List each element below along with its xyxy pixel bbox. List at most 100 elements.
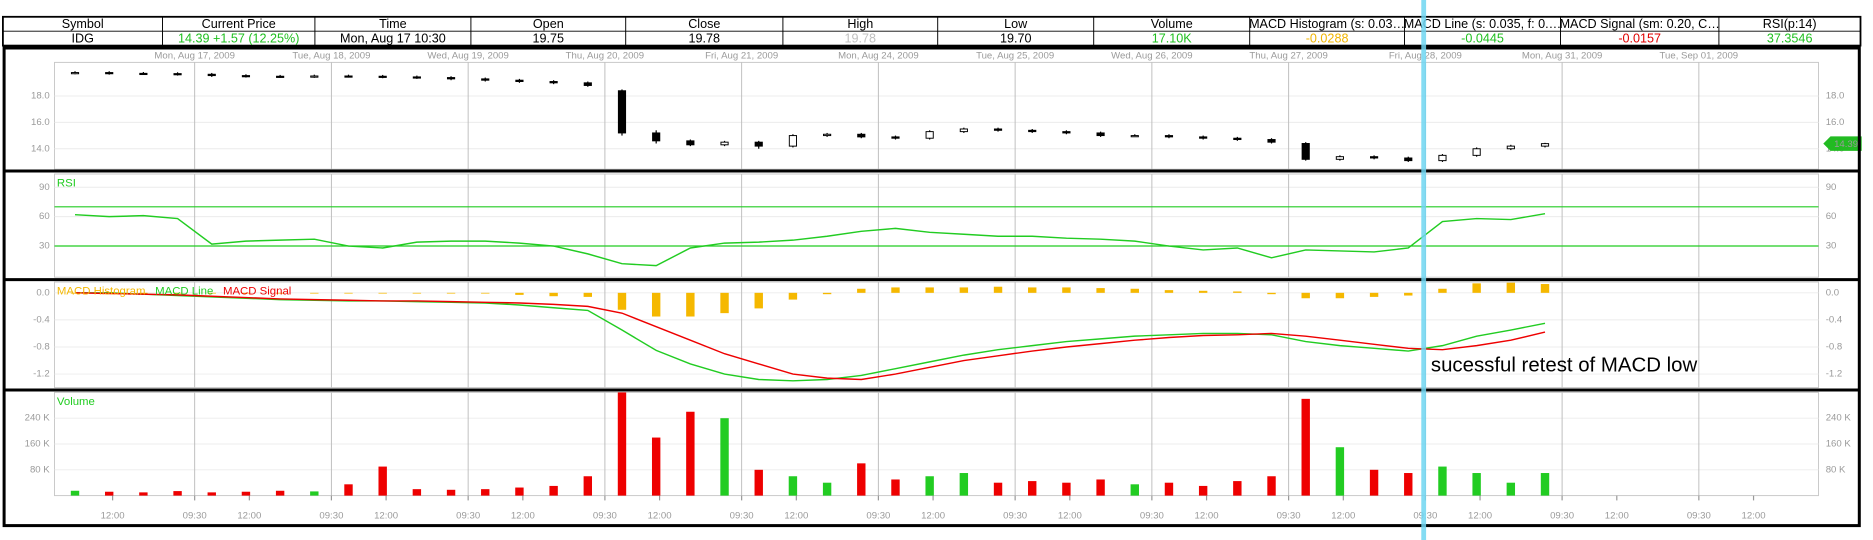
- x-tick-label: Thu, Aug 27, 2009: [1249, 50, 1327, 61]
- last-price-label: 14.39: [1834, 139, 1858, 150]
- y-tick-label-right: 60: [1826, 211, 1837, 222]
- x-tick-label: 12:00: [921, 511, 945, 522]
- candle-body: [1540, 143, 1550, 147]
- bar: [1233, 481, 1242, 496]
- y-tick-label: 160 K: [25, 439, 51, 450]
- legend-entry: MACD Line: [155, 286, 213, 298]
- bar: [617, 292, 627, 310]
- bar: [925, 287, 934, 293]
- x-tick-label: Thu, Aug 20, 2009: [566, 50, 644, 61]
- header-value: 14.39 +1.57 (12.25%): [178, 31, 299, 45]
- x-tick-label: 12:00: [511, 511, 535, 522]
- header-cell: Low: [1004, 17, 1028, 31]
- bar: [686, 411, 695, 496]
- candle-body: [1370, 156, 1379, 159]
- x-tick-label: Wed, Aug 19, 2009: [427, 50, 508, 61]
- legend-entry: Volume: [57, 396, 95, 408]
- bar: [1369, 469, 1379, 496]
- x-tick-label: 12:00: [1742, 511, 1766, 522]
- bar: [1540, 473, 1550, 496]
- bar: [583, 292, 593, 297]
- x-tick-label: 12:00: [1195, 511, 1219, 522]
- candle-body: [105, 72, 114, 75]
- y-tick-label-right: 240 K: [1826, 413, 1852, 424]
- bar: [1028, 481, 1037, 496]
- bar: [1438, 466, 1447, 496]
- x-tick-label: 09:30: [1687, 511, 1711, 522]
- candle-body: [925, 131, 934, 139]
- bar: [1267, 476, 1276, 496]
- header-cell: High: [847, 17, 873, 31]
- header-value: -0.0288: [1306, 31, 1349, 45]
- x-tick-label: Tue, Aug 18, 2009: [292, 50, 370, 61]
- candle-body: [823, 133, 832, 137]
- bar: [1335, 292, 1345, 299]
- header-value: -0.0445: [1461, 31, 1504, 45]
- x-tick-label: 09:30: [1550, 511, 1574, 522]
- bar: [1506, 482, 1516, 496]
- candle-body: [1233, 137, 1242, 141]
- bar: [1472, 283, 1481, 293]
- bar: [1096, 288, 1105, 293]
- bar: [788, 292, 798, 300]
- y-tick-label-right: 30: [1826, 241, 1837, 252]
- candle-body: [139, 72, 148, 76]
- x-tick-label: 09:30: [1003, 511, 1027, 522]
- legend-entry: RSI: [57, 178, 76, 190]
- x-tick-label: Mon, Aug 17, 2009: [154, 50, 235, 61]
- y-tick-label: 90: [39, 182, 50, 193]
- bar: [241, 491, 251, 496]
- header-cell: MACD Signal (sm: 0.20, C…: [1560, 17, 1720, 31]
- candle-body: [241, 75, 251, 78]
- x-tick-label: 09:30: [1140, 511, 1164, 522]
- bar: [481, 292, 490, 294]
- x-tick-label: 12:00: [237, 511, 261, 522]
- candle-body: [276, 75, 285, 78]
- bar: [686, 292, 695, 317]
- header-cell: Time: [379, 17, 407, 31]
- y-tick-label-right: 80 K: [1826, 464, 1846, 475]
- header-value: 19.78: [689, 31, 721, 45]
- bar: [549, 292, 558, 297]
- y-tick-label-right: 0.0: [1826, 287, 1839, 298]
- bar: [720, 418, 729, 496]
- candle-body: [652, 132, 661, 142]
- x-tick-label: 12:00: [1058, 511, 1082, 522]
- x-tick-label: Tue, Aug 25, 2009: [976, 50, 1054, 61]
- frame: [2, 46, 1861, 528]
- bar: [891, 287, 900, 293]
- bar: [344, 292, 353, 294]
- candle-body: [583, 82, 592, 86]
- candle-body: [344, 75, 353, 78]
- candle-body: [1096, 132, 1105, 137]
- series-line: [74, 292, 1546, 381]
- candle-body: [173, 73, 182, 76]
- candle-body: [1301, 143, 1310, 160]
- bar: [1335, 447, 1345, 496]
- bar: [1062, 287, 1071, 293]
- bar: [857, 463, 866, 496]
- header-value: 19.70: [1000, 31, 1032, 45]
- bar: [378, 466, 387, 496]
- legend-entry: MACD Histogram: [57, 286, 146, 298]
- header-cell: MACD Line (s: 0.035, f: 0.…: [1404, 17, 1561, 31]
- legend-entry: MACD Signal: [223, 286, 291, 298]
- bar: [1062, 482, 1071, 496]
- candle-body: [378, 75, 387, 78]
- bar: [481, 489, 490, 496]
- candle-body: [993, 128, 1003, 131]
- header-cell: Open: [533, 17, 564, 31]
- bar: [1233, 291, 1242, 293]
- bar: [651, 437, 661, 496]
- bar: [310, 491, 319, 496]
- candle-body: [1267, 139, 1276, 143]
- candle-body: [1438, 154, 1447, 162]
- bar: [788, 476, 798, 496]
- candle-body: [754, 141, 763, 147]
- x-tick-label: 12:00: [784, 511, 808, 522]
- bar: [241, 292, 251, 294]
- bar: [1267, 292, 1276, 295]
- bar: [617, 392, 627, 496]
- header-cell: Symbol: [62, 17, 104, 31]
- y-tick-label-right: -1.2: [1826, 369, 1843, 380]
